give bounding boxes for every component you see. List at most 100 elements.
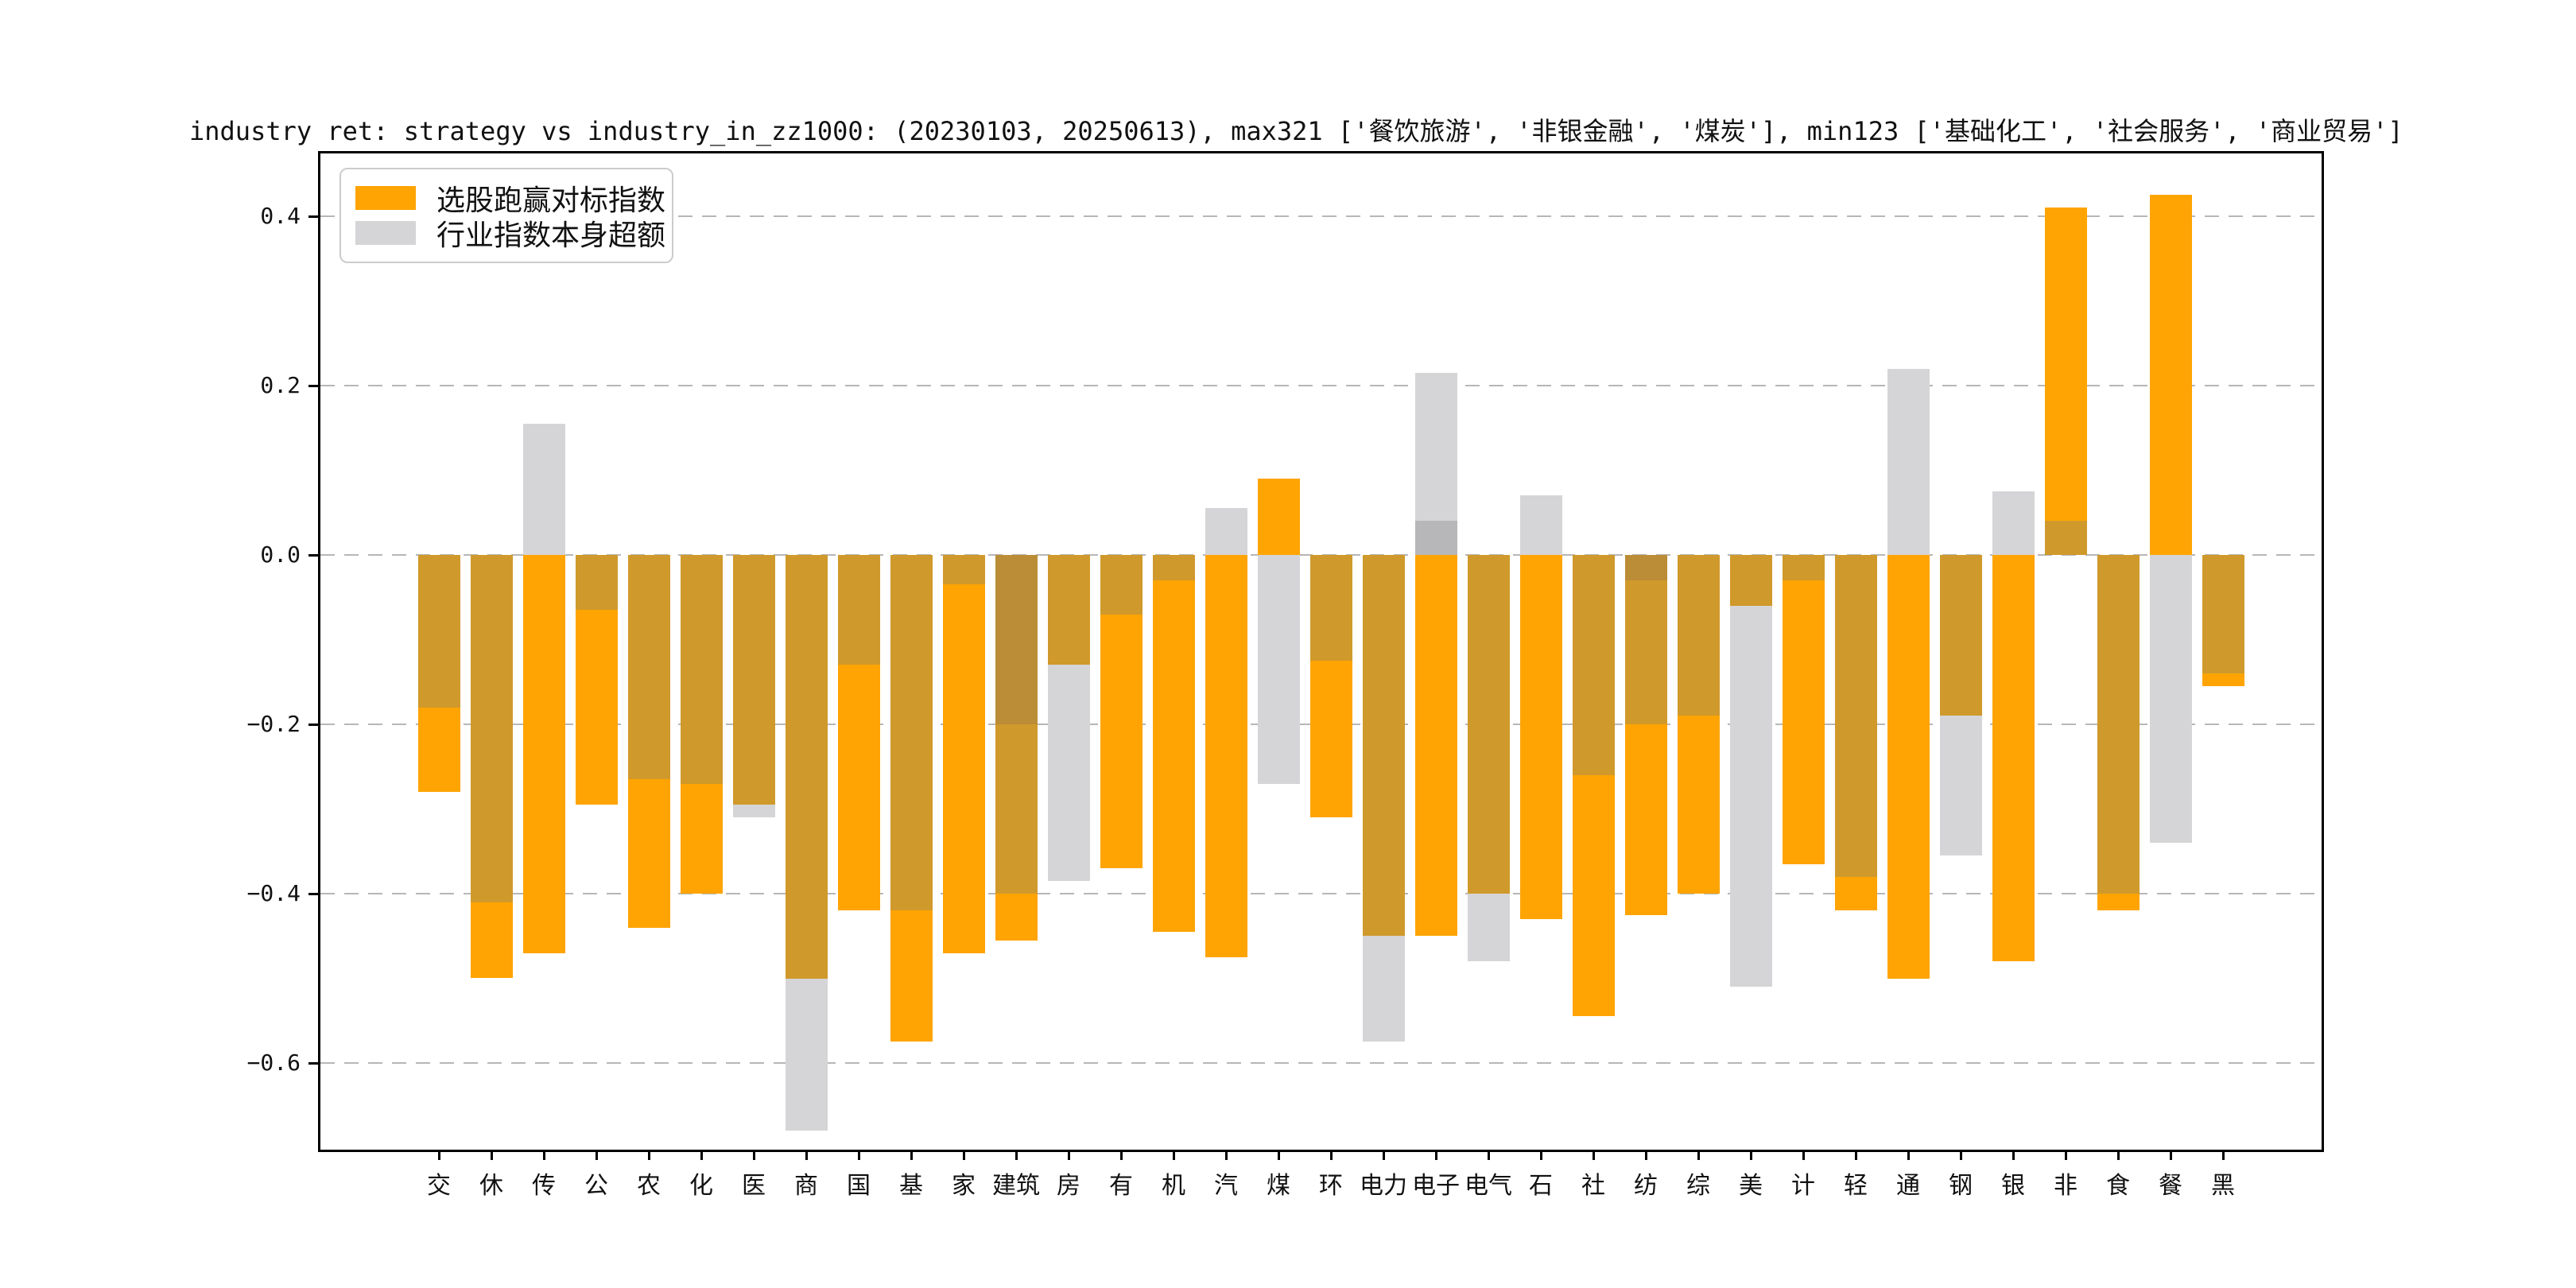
- gridline-y--0.6: [320, 1062, 2322, 1064]
- y-axis-tick: [308, 724, 318, 726]
- bar-segment-overlap-纺: [1624, 555, 1667, 724]
- bar-segment-industry-汽: [1205, 508, 1247, 555]
- y-axis-tick: [308, 1062, 318, 1065]
- x-axis-category-label-传: 传: [532, 1172, 556, 1200]
- bar-segment-strategy-食: [2097, 894, 2140, 911]
- x-axis-tick: [2221, 1150, 2225, 1160]
- x-axis-tick: [1697, 1150, 1700, 1160]
- x-axis-category-label-通: 通: [1896, 1172, 1920, 1200]
- bar-segment-strategy-计: [1782, 580, 1825, 864]
- x-axis-category-label-石: 石: [1529, 1172, 1553, 1200]
- x-axis-tick: [1329, 1150, 1333, 1160]
- x-axis-tick: [2169, 1150, 2172, 1160]
- bar-segment-overlap-计: [1782, 555, 1825, 580]
- x-axis-tick: [1802, 1150, 1805, 1160]
- x-axis-category-label-房: 房: [1057, 1172, 1080, 1200]
- x-axis-category-label-计: 计: [1791, 1172, 1815, 1200]
- bar-segment-overlap-环: [1309, 555, 1352, 661]
- x-axis-category-label-交: 交: [427, 1172, 451, 1200]
- bar-segment-strategy-交: [417, 707, 460, 793]
- bar-segment-overlap-基: [890, 555, 933, 911]
- plot-area: 0.4 0.2 0.0 −0.2 −0.4 −0.6 交休 传公 农化 医商 国基 家建筑房 有 机 汽 煤 环…: [247, 151, 2324, 1200]
- x-axis-tick: [1592, 1150, 1595, 1160]
- bar-segment-strategy-农: [627, 779, 670, 928]
- legend-swatch-industry: [355, 221, 416, 245]
- x-axis-category-label-商: 商: [794, 1172, 818, 1200]
- bar-segment-overlap-家: [942, 555, 985, 585]
- x-axis-category-label-食: 食: [2106, 1172, 2130, 1200]
- y-axis-tick: [308, 893, 318, 895]
- y-axis-tick: [308, 385, 318, 387]
- y-axis-tick: [308, 554, 318, 557]
- x-axis-tick: [1434, 1150, 1437, 1160]
- legend-item: 行业指数本身超额: [355, 215, 665, 252]
- bar-segment-industry-美: [1729, 605, 1772, 987]
- x-axis-tick: [1382, 1150, 1385, 1160]
- x-axis-tick: [1224, 1150, 1228, 1160]
- legend-item: 选股跑赢对标指数: [355, 180, 665, 217]
- chart-title: industry ret: strategy vs industry_in_zz…: [189, 116, 2403, 146]
- x-axis-tick: [1959, 1150, 1962, 1160]
- x-axis-tick: [1644, 1150, 1647, 1160]
- bar-segment-industry-传: [522, 423, 565, 555]
- x-axis-tick: [1172, 1150, 1175, 1160]
- bar-segment-overlap-房: [1047, 555, 1090, 665]
- x-axis-category-label-环: 环: [1319, 1172, 1343, 1200]
- x-axis-category-label-电子: 电子: [1412, 1172, 1460, 1200]
- bar-segment-overlap-钢: [1939, 555, 1982, 716]
- bar-segment-overlap-电气: [1467, 555, 1510, 894]
- bar-segment-strategy-轻: [1834, 876, 1877, 911]
- bar-segment-strategy-公: [575, 610, 618, 805]
- bar-segment-industry-电力: [1362, 936, 1405, 1042]
- bar-segment-strategy-汽: [1205, 555, 1247, 957]
- bar-segment-strategy-通: [1887, 555, 1930, 979]
- x-axis-category-label-电气: 电气: [1465, 1172, 1512, 1200]
- x-axis-tick: [2064, 1150, 2067, 1160]
- x-axis-category-label-公: 公: [584, 1172, 608, 1200]
- x-axis-tick: [1277, 1150, 1280, 1160]
- x-axis-tick: [1119, 1150, 1123, 1160]
- bar-segment-overlap-农: [627, 555, 670, 780]
- bar-segment-strategy-家: [942, 584, 985, 953]
- bar-segment-overlap-食: [2097, 555, 2140, 894]
- bar-segment-overlap-国: [837, 555, 880, 665]
- bar-segment-overlap-休: [470, 555, 513, 902]
- gridline-y-0.2: [320, 385, 2322, 386]
- bar-segment-strategy-餐: [2149, 195, 2192, 555]
- bar-segment-overlap-黑: [2202, 555, 2244, 674]
- bar-segment-overlay-band-电子: [1414, 521, 1457, 555]
- bar-segment-overlap-化: [680, 555, 723, 784]
- x-axis-category-label-家: 家: [952, 1172, 976, 1200]
- bar-segment-strategy-社: [1572, 774, 1615, 1017]
- x-axis-category-label-美: 美: [1739, 1172, 1763, 1200]
- x-axis-category-label-基: 基: [899, 1172, 923, 1200]
- bar-segment-overlap-公: [575, 555, 618, 611]
- bar-segment-strategy-煤: [1257, 479, 1300, 555]
- bar-segment-strategy-基: [890, 910, 933, 1042]
- y-axis-tick: [308, 215, 318, 218]
- x-axis-category-label-农: 农: [637, 1172, 661, 1200]
- bar-segment-industry-银: [1992, 491, 2035, 555]
- bar-segment-industry-商: [785, 978, 828, 1131]
- legend: 选股跑赢对标指数 行业指数本身超额: [339, 168, 673, 263]
- bar-segment-overlap-美: [1729, 555, 1772, 606]
- x-axis-category-label-非: 非: [2054, 1172, 2077, 1200]
- x-axis-category-label-汽: 汽: [1214, 1172, 1238, 1200]
- bar-segment-industry-石: [1519, 495, 1562, 555]
- bar-segment-overlap-医: [732, 555, 775, 805]
- gridline-y-0.4: [320, 215, 2322, 217]
- x-axis-tick: [2116, 1150, 2120, 1160]
- x-axis-category-label-纺: 纺: [1634, 1172, 1658, 1200]
- bar-segment-overlay-band-建筑: [995, 555, 1038, 724]
- gridline-y--0.4: [320, 893, 2322, 894]
- x-axis-tick: [1854, 1150, 1857, 1160]
- bar-segment-overlap-轻: [1834, 555, 1877, 877]
- x-axis-category-label-建筑: 建筑: [992, 1172, 1040, 1200]
- x-axis-category-label-黑: 黑: [2211, 1172, 2235, 1200]
- bar-segment-strategy-国: [837, 665, 880, 911]
- x-axis-category-label-综: 综: [1686, 1172, 1710, 1200]
- x-axis-category-label-医: 医: [742, 1172, 766, 1200]
- bar-segment-strategy-化: [680, 783, 723, 894]
- y-axis-tick-label: 0.0: [260, 541, 301, 568]
- bar-segment-strategy-综: [1677, 716, 1720, 894]
